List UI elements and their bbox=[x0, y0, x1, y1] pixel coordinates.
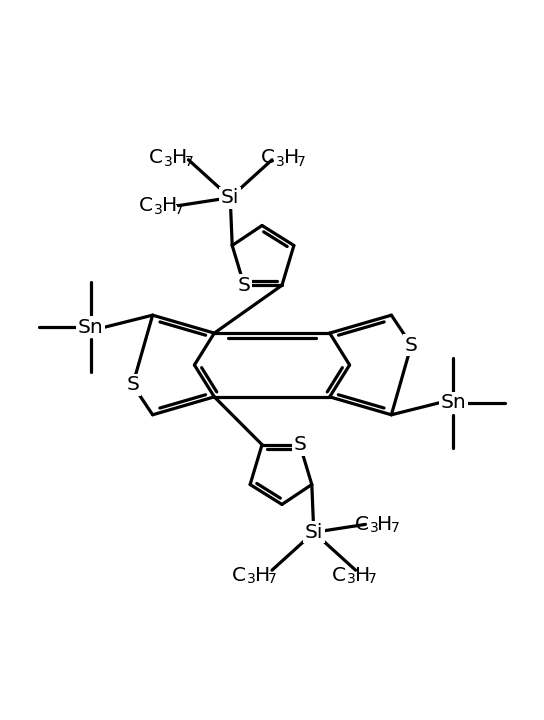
Text: 3: 3 bbox=[164, 155, 172, 168]
Text: H: H bbox=[255, 566, 270, 585]
Text: 7: 7 bbox=[368, 572, 376, 586]
Text: C: C bbox=[139, 196, 153, 215]
Text: S: S bbox=[238, 276, 251, 294]
Text: H: H bbox=[171, 148, 187, 167]
Text: 7: 7 bbox=[391, 521, 399, 536]
Text: H: H bbox=[284, 148, 299, 167]
Text: 3: 3 bbox=[247, 572, 256, 586]
Text: 3: 3 bbox=[369, 521, 378, 536]
Text: Sn: Sn bbox=[440, 393, 466, 413]
Text: H: H bbox=[378, 515, 393, 534]
Text: S: S bbox=[405, 336, 418, 354]
Text: Si: Si bbox=[221, 188, 239, 207]
Text: S: S bbox=[293, 435, 306, 454]
Text: H: H bbox=[162, 196, 177, 215]
Text: 7: 7 bbox=[268, 572, 277, 586]
Text: 3: 3 bbox=[276, 155, 285, 168]
Text: C: C bbox=[149, 148, 163, 167]
Text: 7: 7 bbox=[297, 155, 306, 168]
Text: C: C bbox=[261, 148, 275, 167]
Text: C: C bbox=[232, 566, 246, 585]
Text: S: S bbox=[126, 375, 139, 395]
Text: 7: 7 bbox=[175, 202, 183, 217]
Text: C: C bbox=[355, 515, 368, 534]
Text: Si: Si bbox=[305, 523, 323, 542]
Text: H: H bbox=[355, 566, 370, 585]
Text: Sn: Sn bbox=[78, 318, 104, 337]
Text: C: C bbox=[332, 566, 345, 585]
Text: 3: 3 bbox=[347, 572, 355, 586]
Text: 3: 3 bbox=[153, 202, 162, 217]
Text: 7: 7 bbox=[184, 155, 193, 168]
